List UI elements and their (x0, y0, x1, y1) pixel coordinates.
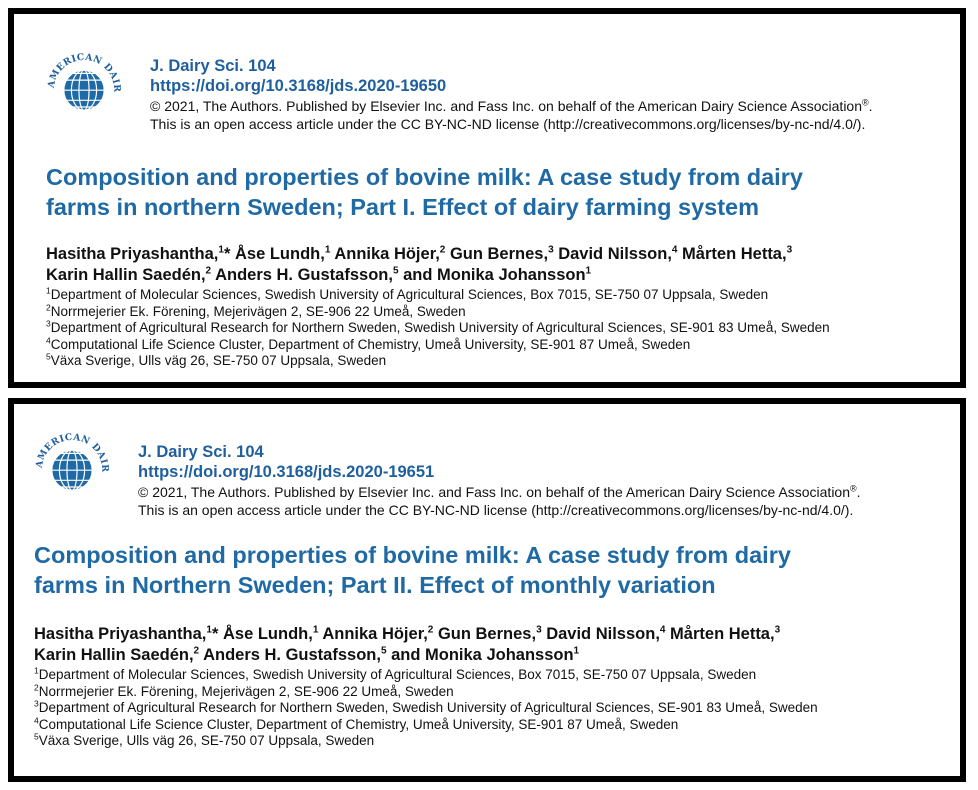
affiliation-item: 3Department of Agricultural Research for… (34, 698, 818, 715)
affiliation-item: 3Department of Agricultural Research for… (46, 318, 830, 335)
license-notice: This is an open access article under the… (150, 116, 866, 132)
article-header-inner: AMERICAN DAIRY SCIENCE ASSOCIATION J. Da… (12, 12, 962, 384)
article-header-part-1: AMERICAN DAIRY SCIENCE ASSOCIATION J. Da… (8, 8, 966, 388)
doi-link[interactable]: https://doi.org/10.3168/jds.2020-19651 (138, 463, 435, 481)
adsa-logo-icon: AMERICAN DAIRY SCIENCE ASSOCIATION (30, 424, 110, 491)
author-list: Hasitha Priyashantha,1* Åse Lundh,1 Anni… (34, 624, 781, 664)
affiliation-list: 1Department of Molecular Sciences, Swedi… (46, 285, 830, 370)
affiliation-item: 4Computational Life Science Cluster, Dep… (46, 335, 691, 352)
affiliation-item: 5Växa Sverige, Ulls väg 26, SE-750 07 Up… (34, 731, 375, 748)
license-notice: This is an open access article under the… (138, 502, 854, 518)
journal-name: J. Dairy Sci. 104 (150, 57, 276, 75)
copyright-notice: © 2021, The Authors. Published by Elsevi… (138, 483, 861, 500)
copyright-notice: © 2021, The Authors. Published by Elsevi… (150, 97, 873, 114)
doi-link[interactable]: https://doi.org/10.3168/jds.2020-19650 (150, 77, 447, 95)
affiliation-list: 1Department of Molecular Sciences, Swedi… (34, 665, 818, 750)
affiliation-item: 1Department of Molecular Sciences, Swedi… (34, 665, 757, 682)
article-title: Composition and properties of bovine mil… (46, 164, 803, 220)
affiliation-item: 2Norrmejerier Ek. Förening, Mejerivägen … (46, 302, 466, 319)
author-list: Hasitha Priyashantha,1* Åse Lundh,1 Anni… (46, 244, 793, 284)
affiliation-item: 5Växa Sverige, Ulls väg 26, SE-750 07 Up… (46, 351, 387, 368)
affiliation-item: 1Department of Molecular Sciences, Swedi… (46, 285, 769, 302)
article-header-part-2: AMERICAN DAIRY SCIENCE ASSOCIATION J. Da… (8, 398, 966, 782)
journal-name: J. Dairy Sci. 104 (138, 443, 264, 461)
affiliation-item: 4Computational Life Science Cluster, Dep… (34, 715, 679, 732)
affiliation-item: 2Norrmejerier Ek. Förening, Mejerivägen … (34, 682, 454, 699)
article-title: Composition and properties of bovine mil… (34, 542, 791, 598)
journal-info: J. Dairy Sci. 104 https://doi.org/10.316… (150, 56, 873, 133)
article-header-inner: AMERICAN DAIRY SCIENCE ASSOCIATION J. Da… (12, 402, 962, 778)
adsa-logo-icon: AMERICAN DAIRY SCIENCE ASSOCIATION (42, 44, 122, 111)
journal-info: J. Dairy Sci. 104 https://doi.org/10.316… (138, 442, 861, 519)
